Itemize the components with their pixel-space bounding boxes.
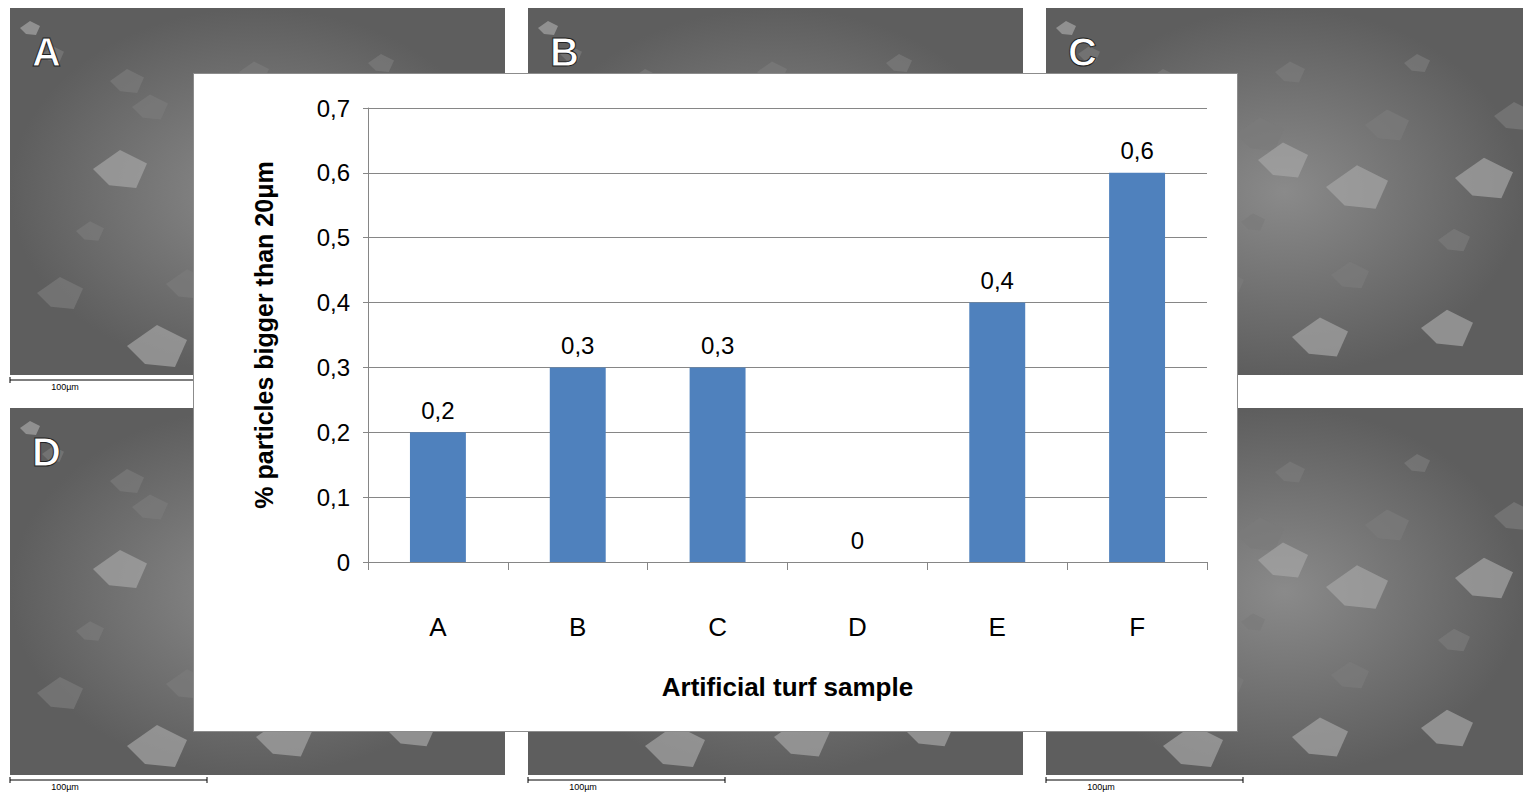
svg-text:C: C [708, 612, 727, 642]
svg-text:0,4: 0,4 [981, 267, 1014, 294]
svg-text:B: B [550, 30, 579, 74]
svg-text:0,4: 0,4 [317, 289, 350, 316]
svg-text:0: 0 [337, 549, 350, 576]
svg-text:0,6: 0,6 [317, 159, 350, 186]
svg-text:Artificial turf sample: Artificial turf sample [662, 672, 913, 702]
svg-text:100µm: 100µm [51, 782, 79, 792]
svg-text:0,3: 0,3 [701, 332, 734, 359]
svg-text:E: E [989, 612, 1006, 642]
svg-text:D: D [848, 612, 867, 642]
svg-text:B: B [569, 612, 586, 642]
svg-text:100µm: 100µm [569, 782, 597, 792]
svg-text:F: F [1129, 612, 1145, 642]
svg-text:D: D [32, 430, 61, 474]
svg-text:0,1: 0,1 [317, 484, 350, 511]
svg-text:A: A [429, 612, 447, 642]
svg-text:0: 0 [851, 527, 864, 554]
svg-text:0,3: 0,3 [317, 354, 350, 381]
svg-text:0,3: 0,3 [561, 332, 594, 359]
svg-text:100µm: 100µm [51, 382, 79, 392]
svg-text:A: A [32, 30, 61, 74]
svg-text:0,2: 0,2 [421, 397, 454, 424]
svg-text:0,5: 0,5 [317, 224, 350, 251]
svg-text:0,7: 0,7 [317, 95, 350, 122]
svg-text:100µm: 100µm [1087, 782, 1115, 792]
svg-text:0,6: 0,6 [1120, 137, 1153, 164]
svg-text:0,2: 0,2 [317, 419, 350, 446]
svg-text:C: C [1068, 30, 1097, 74]
svg-text:% particles bigger than 20μm: % particles bigger than 20μm [250, 161, 278, 508]
